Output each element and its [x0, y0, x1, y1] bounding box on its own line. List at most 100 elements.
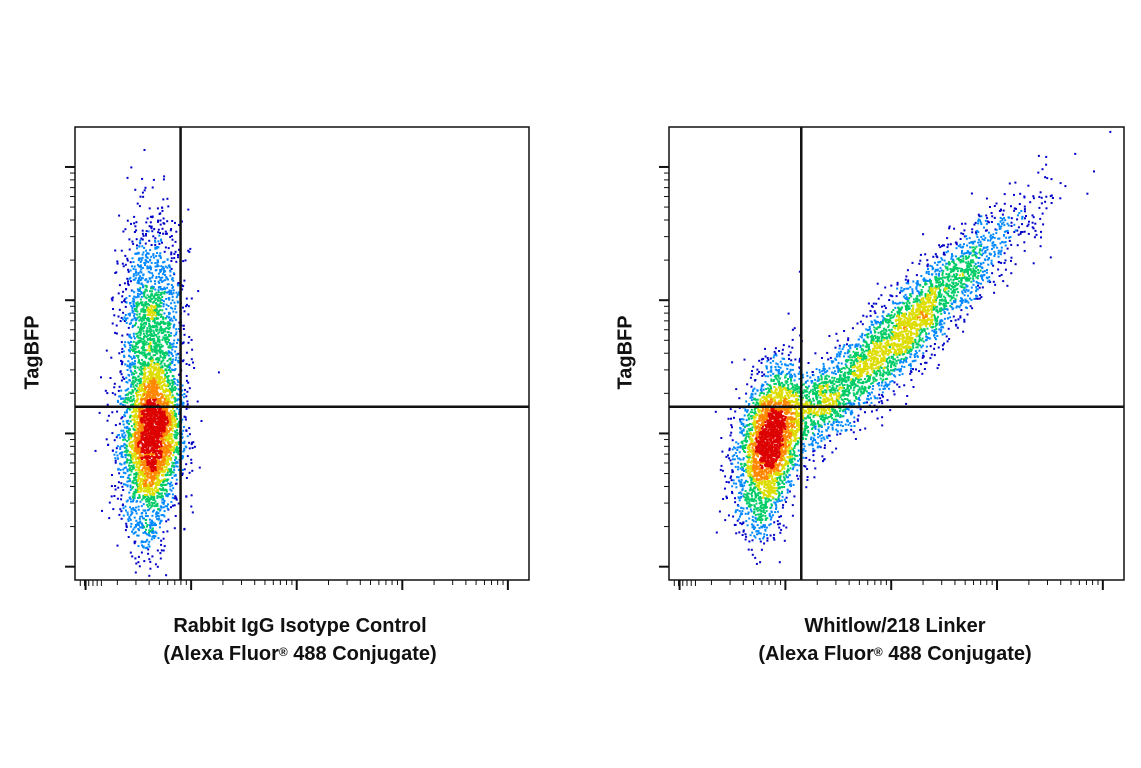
event-dot [142, 303, 145, 306]
event-dot [167, 468, 170, 471]
event-dot [148, 457, 151, 460]
event-dot [184, 416, 187, 419]
event-dot [146, 525, 148, 528]
event-dot [854, 438, 857, 440]
event-dot [129, 356, 132, 359]
event-dot [995, 202, 998, 205]
event-dot [172, 410, 175, 413]
event-dot [171, 355, 174, 357]
event-dot [108, 501, 111, 504]
event-dot [166, 435, 169, 437]
event-dot [145, 447, 148, 450]
event-dot [165, 276, 168, 279]
event-dot [124, 456, 127, 459]
event-dot [938, 244, 941, 247]
event-dot [159, 329, 162, 332]
event-dot [137, 445, 140, 448]
event-dot [132, 465, 135, 468]
event-dot [125, 466, 127, 469]
event-dot [136, 482, 139, 485]
event-dot [877, 297, 880, 300]
event-dot [168, 293, 171, 295]
event-dot [125, 500, 128, 503]
event-dot [165, 308, 168, 311]
event-dot [117, 486, 120, 489]
event-dot [156, 496, 159, 499]
event-dot [196, 400, 199, 403]
event-dot [125, 524, 128, 527]
event-dot [135, 457, 138, 460]
event-dot [856, 322, 859, 325]
event-dot [175, 346, 178, 348]
event-dot [158, 517, 161, 520]
event-dot [162, 417, 165, 420]
event-dot [173, 334, 176, 337]
event-dot [134, 271, 137, 274]
event-dot [129, 344, 132, 347]
event-dot [149, 493, 152, 496]
event-dot [153, 493, 155, 496]
event-dot [154, 366, 157, 369]
event-dot [149, 487, 152, 490]
event-dot [149, 452, 152, 455]
event-dot [164, 279, 167, 282]
event-dot [150, 286, 153, 288]
event-dot [141, 323, 144, 326]
event-dot [147, 499, 149, 502]
event-dot [131, 346, 134, 348]
event-dot [192, 361, 194, 364]
event-dot [788, 345, 791, 348]
event-dot [137, 545, 140, 548]
event-dot [162, 451, 164, 454]
event-dot [153, 535, 156, 538]
event-dot [143, 352, 146, 354]
event-dot [120, 316, 123, 319]
event-dot [166, 471, 169, 474]
event-dot [127, 438, 130, 441]
event-dot [162, 537, 165, 540]
event-dot [134, 380, 137, 383]
event-dot [177, 453, 180, 456]
event-dot [125, 376, 128, 379]
event-dot [140, 423, 143, 426]
event-dot [155, 413, 158, 416]
event-dot [155, 308, 158, 311]
event-dot [138, 435, 141, 438]
event-dot [168, 423, 171, 426]
event-dot [141, 292, 143, 295]
event-dot [164, 369, 167, 372]
event-dot [122, 420, 125, 423]
event-dot [115, 332, 118, 335]
event-dot [134, 296, 137, 299]
event-dot [141, 462, 144, 465]
event-dot [157, 462, 160, 465]
event-dot [124, 454, 127, 456]
event-dot [159, 350, 162, 353]
event-dot [151, 524, 154, 527]
event-dot [182, 429, 185, 432]
event-dot [1023, 241, 1026, 244]
event-dot [143, 526, 146, 529]
event-dot [131, 495, 134, 498]
event-dot [175, 426, 178, 429]
event-dot [137, 356, 140, 359]
event-dot [1000, 273, 1003, 276]
event-dot [158, 341, 161, 344]
event-dot [134, 416, 137, 418]
event-dot [169, 363, 172, 366]
event-dot [140, 478, 143, 481]
event-dot [148, 540, 151, 543]
event-dot [161, 473, 163, 476]
event-dot [151, 272, 154, 275]
event-dot [155, 304, 158, 307]
event-dot [136, 281, 139, 284]
event-dot [166, 474, 169, 476]
event-dot [171, 496, 174, 499]
event-dot [158, 335, 161, 338]
event-dot [147, 270, 150, 273]
event-dot [132, 410, 135, 413]
event-dot [166, 197, 169, 200]
event-dot [164, 230, 167, 233]
event-dot [156, 246, 159, 248]
event-dot [169, 344, 172, 347]
